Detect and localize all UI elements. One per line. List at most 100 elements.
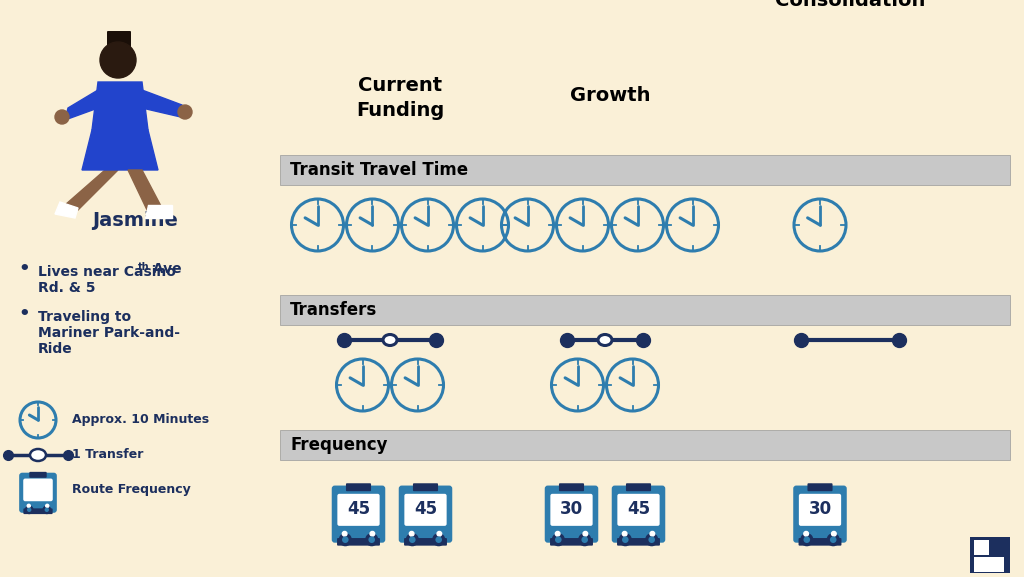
FancyBboxPatch shape (794, 486, 847, 543)
Circle shape (582, 537, 588, 543)
Text: 45: 45 (414, 500, 437, 518)
Text: 45: 45 (347, 500, 370, 518)
Circle shape (366, 533, 378, 546)
FancyBboxPatch shape (626, 484, 651, 491)
FancyBboxPatch shape (337, 494, 380, 526)
Circle shape (28, 504, 31, 507)
Circle shape (555, 537, 561, 543)
FancyBboxPatch shape (545, 486, 598, 543)
Polygon shape (142, 90, 185, 118)
Circle shape (432, 533, 445, 546)
Circle shape (645, 533, 658, 546)
Circle shape (42, 505, 51, 514)
FancyBboxPatch shape (106, 31, 131, 53)
Polygon shape (55, 202, 78, 218)
FancyBboxPatch shape (559, 484, 584, 491)
FancyBboxPatch shape (974, 539, 989, 555)
FancyBboxPatch shape (337, 538, 380, 546)
FancyBboxPatch shape (24, 508, 52, 514)
Circle shape (552, 533, 565, 546)
Circle shape (410, 531, 414, 536)
Text: •: • (18, 260, 30, 278)
Text: Lives near Casino
Rd. & 5: Lives near Casino Rd. & 5 (38, 265, 176, 295)
FancyBboxPatch shape (611, 486, 666, 543)
Circle shape (342, 537, 348, 543)
Circle shape (831, 531, 837, 536)
Text: Approx. 10 Minutes: Approx. 10 Minutes (72, 414, 209, 426)
Circle shape (804, 537, 810, 543)
FancyBboxPatch shape (280, 430, 1010, 460)
Circle shape (339, 533, 352, 546)
Text: Growth
through
Consolidation: Growth through Consolidation (775, 0, 926, 10)
FancyBboxPatch shape (19, 473, 57, 513)
Text: Ave: Ave (148, 262, 181, 276)
Text: Route Frequency: Route Frequency (72, 484, 190, 496)
FancyBboxPatch shape (24, 478, 53, 501)
Text: 30: 30 (560, 500, 583, 518)
Text: Traveling to
Mariner Park-and-
Ride: Traveling to Mariner Park-and- Ride (38, 310, 180, 357)
Circle shape (46, 504, 49, 507)
Circle shape (45, 508, 49, 512)
Ellipse shape (383, 335, 397, 346)
FancyBboxPatch shape (332, 486, 385, 543)
FancyBboxPatch shape (30, 472, 47, 478)
FancyBboxPatch shape (799, 538, 842, 546)
FancyBboxPatch shape (550, 538, 593, 546)
Circle shape (55, 110, 69, 124)
Text: Frequency: Frequency (290, 436, 387, 454)
FancyBboxPatch shape (413, 484, 438, 491)
FancyBboxPatch shape (404, 538, 446, 546)
Circle shape (618, 533, 632, 546)
FancyBboxPatch shape (799, 494, 841, 526)
Circle shape (369, 537, 375, 543)
Circle shape (826, 533, 840, 546)
Circle shape (800, 533, 813, 546)
Polygon shape (128, 170, 162, 212)
Circle shape (622, 537, 629, 543)
Circle shape (435, 537, 442, 543)
Text: 30: 30 (808, 500, 831, 518)
Circle shape (342, 531, 347, 536)
FancyBboxPatch shape (280, 155, 1010, 185)
FancyBboxPatch shape (398, 486, 453, 543)
Circle shape (650, 531, 654, 536)
Polygon shape (82, 130, 158, 170)
Circle shape (583, 531, 588, 536)
Polygon shape (145, 205, 172, 218)
FancyBboxPatch shape (280, 295, 1010, 325)
Text: •: • (18, 305, 30, 323)
Circle shape (804, 531, 809, 536)
FancyBboxPatch shape (617, 538, 659, 546)
Circle shape (829, 537, 837, 543)
Circle shape (623, 531, 627, 536)
Text: Jasmine: Jasmine (92, 211, 178, 230)
Text: 1 Transfer: 1 Transfer (72, 448, 143, 462)
FancyBboxPatch shape (346, 484, 371, 491)
FancyBboxPatch shape (808, 484, 833, 491)
Ellipse shape (598, 335, 612, 346)
FancyBboxPatch shape (970, 537, 1010, 573)
Circle shape (555, 531, 560, 536)
FancyBboxPatch shape (550, 494, 593, 526)
Circle shape (648, 537, 655, 543)
Polygon shape (65, 170, 118, 210)
Circle shape (579, 533, 591, 546)
FancyBboxPatch shape (404, 494, 446, 526)
Text: Transfers: Transfers (290, 301, 377, 319)
Text: th: th (138, 262, 150, 272)
Circle shape (409, 537, 416, 543)
Circle shape (406, 533, 419, 546)
Circle shape (27, 508, 32, 512)
FancyBboxPatch shape (974, 557, 1005, 572)
Circle shape (178, 105, 193, 119)
FancyBboxPatch shape (617, 494, 659, 526)
Polygon shape (92, 82, 148, 130)
Circle shape (25, 505, 34, 514)
Text: 45: 45 (627, 500, 650, 518)
Circle shape (100, 42, 136, 78)
Circle shape (370, 531, 375, 536)
Circle shape (437, 531, 441, 536)
Ellipse shape (30, 449, 46, 461)
Polygon shape (65, 90, 98, 120)
Text: Current
Funding: Current Funding (356, 76, 444, 120)
